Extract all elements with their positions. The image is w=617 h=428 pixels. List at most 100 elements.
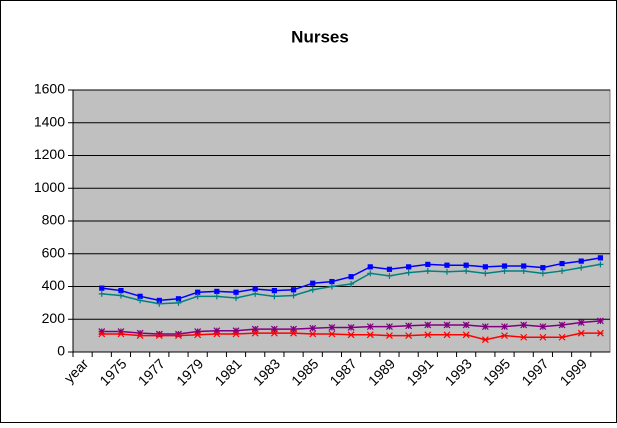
marker-shape (386, 323, 393, 331)
marker (309, 330, 317, 338)
marker-shape (596, 329, 604, 337)
marker (539, 270, 546, 277)
marker-shape (539, 323, 547, 331)
marker-shape (540, 265, 546, 271)
marker (367, 264, 373, 270)
marker (137, 297, 144, 304)
marker (386, 266, 393, 272)
marker (520, 321, 528, 329)
marker-shape (501, 323, 508, 331)
marker (232, 330, 240, 338)
marker-shape (577, 329, 585, 337)
marker (328, 283, 335, 290)
marker-shape (214, 288, 220, 295)
y-tick-label: 1400 (34, 113, 65, 129)
marker-shape (252, 290, 259, 297)
marker-shape (366, 323, 374, 331)
marker-shape (251, 325, 259, 333)
marker (214, 288, 220, 295)
marker (501, 263, 508, 269)
marker-shape (155, 330, 163, 338)
marker-shape (98, 328, 106, 335)
marker (271, 293, 278, 300)
marker-shape (443, 321, 451, 329)
marker-shape (520, 333, 528, 341)
marker-shape (271, 293, 278, 300)
marker-shape (558, 333, 566, 341)
marker-shape (290, 287, 297, 293)
marker (117, 330, 125, 338)
marker-shape (309, 324, 317, 332)
marker (270, 329, 278, 337)
marker (136, 329, 144, 337)
marker (501, 323, 508, 331)
marker-shape (463, 267, 470, 274)
marker-shape (175, 332, 182, 340)
marker (252, 286, 258, 292)
marker (443, 268, 450, 275)
marker-shape (117, 330, 125, 338)
y-tick-label: 1200 (34, 146, 65, 162)
y-tick-label: 800 (42, 212, 66, 228)
marker (347, 331, 355, 339)
marker-shape (175, 330, 182, 338)
marker (406, 264, 412, 270)
marker-shape (213, 330, 221, 338)
marker (233, 289, 239, 295)
marker (558, 321, 566, 329)
marker (405, 269, 412, 276)
marker (232, 327, 240, 335)
marker-shape (443, 331, 451, 339)
marker-shape (596, 317, 604, 325)
marker-shape (136, 332, 144, 340)
marker (577, 319, 585, 326)
marker-shape (424, 321, 432, 329)
marker (539, 323, 547, 331)
marker-shape (444, 262, 450, 268)
marker (521, 263, 527, 269)
marker-shape (348, 281, 355, 288)
marker (194, 331, 202, 339)
marker (194, 328, 202, 335)
marker-shape (520, 267, 527, 274)
marker (559, 267, 566, 274)
marker-shape (405, 322, 413, 330)
marker-shape (118, 287, 124, 294)
marker-shape (597, 255, 604, 261)
chart-title: Nurses (291, 27, 349, 46)
marker-shape (481, 336, 489, 344)
marker (596, 317, 604, 325)
marker-shape (597, 261, 604, 268)
marker-shape (252, 286, 258, 292)
marker (348, 274, 354, 280)
marker (482, 270, 489, 277)
marker (540, 265, 546, 271)
marker-shape (367, 270, 374, 277)
marker (251, 329, 259, 337)
marker (405, 332, 413, 340)
y-tick-label: 600 (42, 244, 66, 260)
marker-shape (386, 272, 393, 279)
marker (597, 255, 604, 261)
marker-shape (462, 331, 470, 339)
y-tick-label: 1600 (34, 81, 65, 97)
marker-shape (501, 263, 508, 269)
marker (213, 330, 221, 338)
marker (424, 331, 432, 339)
marker-shape (175, 299, 182, 306)
y-tick-label: 0 (57, 343, 65, 359)
marker (290, 325, 297, 333)
marker (98, 328, 106, 335)
marker (597, 261, 604, 268)
marker-shape (233, 289, 239, 295)
marker (328, 330, 336, 338)
marker-shape (310, 280, 316, 286)
marker (194, 293, 201, 300)
marker-shape (329, 278, 335, 285)
marker (405, 322, 413, 330)
marker (309, 286, 316, 293)
marker (366, 323, 374, 331)
marker (386, 272, 393, 279)
marker (462, 321, 470, 329)
